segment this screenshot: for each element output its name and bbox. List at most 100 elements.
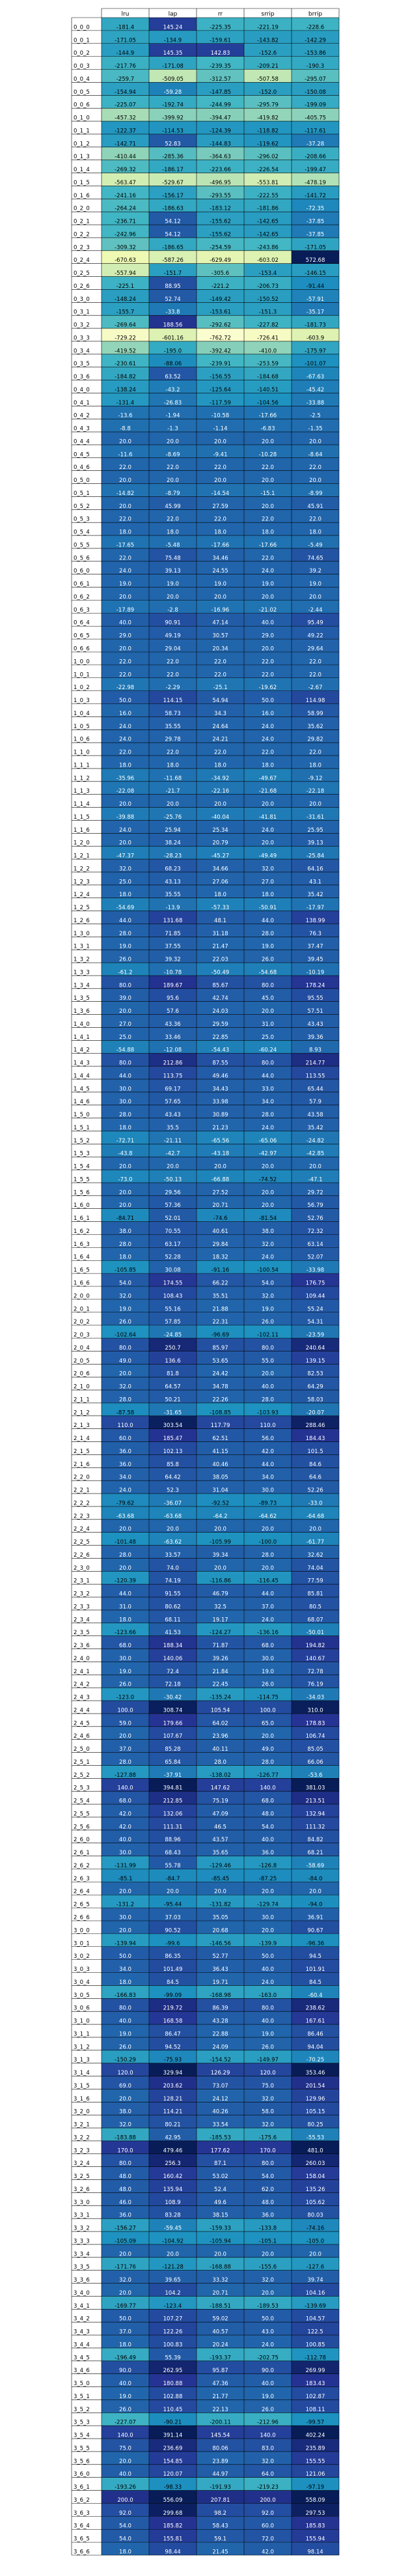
cell-value: -135.24 (210, 1695, 231, 1701)
heatmap-cell (149, 1597, 197, 1610)
cell-value: 22.0 (214, 464, 226, 471)
heatmap-cell (292, 1701, 339, 1714)
heatmap-cell (292, 496, 339, 510)
heatmap-cell (197, 600, 244, 614)
heatmap-cell (292, 1817, 339, 1830)
heatmap-cell (197, 212, 244, 225)
cell-value: 91.55 (165, 1591, 180, 1598)
heatmap-cell (197, 1921, 244, 1934)
cell-value: 18.0 (262, 762, 274, 769)
cell-value: 25.0 (119, 1034, 131, 1041)
heatmap-cell (244, 1933, 292, 1947)
cell-value: 57.6 (167, 1008, 179, 1015)
heatmap-cell (149, 743, 197, 756)
cell-value: 32.62 (307, 1552, 323, 1559)
cell-value: 37.0 (119, 2329, 131, 2336)
heatmap-cell (292, 2102, 339, 2116)
cell-value: 52.01 (165, 1215, 180, 1222)
heatmap-cell (102, 522, 149, 536)
cell-value: 30.0 (119, 1656, 131, 1662)
heatmap-cell (149, 1558, 197, 1572)
cell-value: 38.0 (119, 1228, 131, 1235)
cell-value: 86.35 (165, 1953, 180, 1960)
row-label: 1_4_0 (74, 1021, 90, 1028)
heatmap-cell (102, 1597, 149, 1610)
cell-value: 50.0 (262, 2316, 274, 2323)
cell-value: 25.0 (262, 1034, 274, 1041)
cell-value: 62.51 (212, 1436, 228, 1442)
cell-value: 55.16 (165, 1306, 180, 1312)
cell-value: 52.77 (212, 1953, 228, 1960)
heatmap-cell (244, 561, 292, 574)
row-label: 0_3_3 (74, 335, 90, 341)
heatmap-cell (244, 2477, 292, 2491)
cell-value: 39.0 (119, 995, 131, 1002)
cell-value: 19.0 (262, 581, 274, 587)
heatmap-cell (292, 2542, 339, 2555)
heatmap-cell (149, 1972, 197, 1986)
cell-value: 105.15 (306, 2109, 325, 2116)
cell-value: 188.56 (163, 322, 183, 329)
heatmap-cell (102, 574, 149, 587)
cell-value: -33.98 (307, 1267, 324, 1274)
row-label: 0_5_5 (74, 542, 90, 548)
heatmap-cell (197, 1338, 244, 1352)
cell-value: 38.15 (212, 2213, 228, 2219)
heatmap-cell (149, 1791, 197, 1805)
heatmap-cell (244, 807, 292, 821)
cell-value: -30.42 (164, 1695, 182, 1701)
row-label: 0_0_0 (74, 24, 90, 31)
heatmap-cell (197, 2464, 244, 2478)
cell-value: 20.0 (214, 1565, 226, 1572)
cell-value: 68.23 (165, 866, 180, 872)
heatmap-cell (102, 2089, 149, 2102)
heatmap-cell (149, 794, 197, 808)
cell-value: -228.6 (307, 24, 324, 31)
heatmap-cell (197, 237, 244, 251)
cell-value: 136.6 (165, 1358, 180, 1365)
heatmap-cell (292, 743, 339, 756)
cell-value: 114.15 (163, 698, 183, 704)
heatmap-cell (102, 69, 149, 83)
heatmap-cell (292, 1675, 339, 1688)
cell-value: 145.24 (163, 24, 183, 31)
heatmap-cell (197, 898, 244, 911)
cell-value: 26.0 (262, 2407, 274, 2413)
heatmap-cell (102, 587, 149, 601)
cell-value: 48.0 (262, 1811, 274, 1817)
cell-value: 44.97 (212, 2471, 228, 2478)
cell-value: 85.67 (212, 982, 228, 989)
row-label: 1_1_4 (74, 801, 90, 808)
cell-value: 68.43 (165, 1850, 180, 1856)
cell-value: -84.7 (166, 1876, 180, 1882)
heatmap-cell (292, 1506, 339, 1520)
heatmap-cell (149, 1998, 197, 2012)
cell-value: 28.0 (262, 1112, 274, 1118)
cell-value: 20.0 (214, 477, 226, 484)
heatmap-cell (149, 1273, 197, 1286)
heatmap-cell (292, 1208, 339, 1222)
cell-value: 131.68 (163, 918, 183, 924)
cell-value: 53.02 (212, 2173, 228, 2180)
heatmap-cell (244, 2244, 292, 2258)
cell-value: 85.97 (212, 1345, 228, 1352)
heatmap-cell (197, 1105, 244, 1118)
cell-value: -8.79 (166, 490, 180, 497)
cell-value: 37.0 (119, 1746, 131, 1753)
cell-value: -105.99 (210, 1539, 231, 1546)
cell-value: 44.0 (262, 1591, 274, 1598)
heatmap-cell (149, 1092, 197, 1105)
cell-value: -139.9 (259, 1940, 277, 1947)
cell-value: -10.28 (259, 451, 277, 458)
cell-value: 86.47 (165, 2031, 180, 2037)
heatmap-cell (197, 1726, 244, 1740)
cell-value: 50.0 (262, 698, 274, 704)
row-label: 0_2_0 (74, 206, 90, 212)
row-label: 3_2_6 (74, 2187, 90, 2193)
cell-value: 22.0 (309, 464, 321, 471)
heatmap-cell (292, 2283, 339, 2297)
heatmap-cell (244, 56, 292, 70)
row-label: 1_0_5 (74, 724, 90, 730)
cell-value: -74.6 (213, 1215, 228, 1222)
cell-value: 54.0 (262, 1281, 274, 1287)
